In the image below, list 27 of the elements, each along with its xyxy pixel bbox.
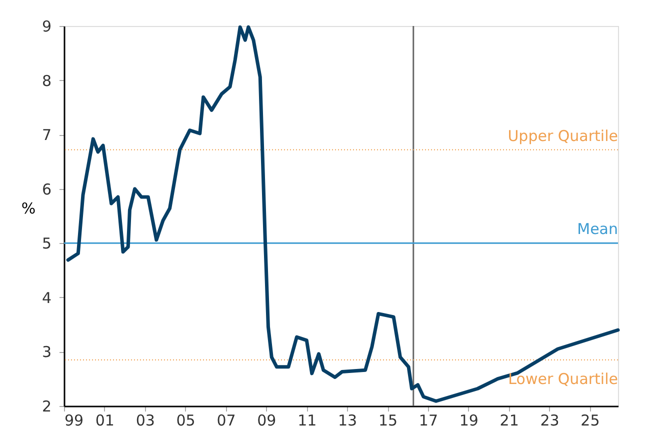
- x-tick-label: 17: [418, 412, 438, 430]
- y-tick-label: 8: [42, 72, 52, 90]
- x-tick-label: 11: [298, 412, 317, 430]
- x-tick-label: 13: [338, 412, 358, 430]
- ref-line-label: Upper Quartile: [508, 126, 618, 145]
- y-axis-title: %: [21, 200, 36, 218]
- x-tick-label: 09: [257, 412, 276, 430]
- x-tick-label: 21: [500, 412, 519, 430]
- y-tick-label: 9: [42, 18, 52, 36]
- x-tick-label: 03: [136, 412, 155, 430]
- x-tick-label: 15: [378, 412, 398, 430]
- x-tick-label: 07: [216, 412, 236, 430]
- x-tick-label: 19: [459, 412, 478, 430]
- x-tick-label: 25: [580, 412, 600, 430]
- y-tick-label: 4: [42, 288, 52, 307]
- ref-line-label: Lower Quartile: [508, 370, 618, 388]
- y-tick-label: 5: [42, 234, 52, 253]
- y-tick-label: 3: [42, 343, 52, 362]
- y-tick-label: 7: [42, 126, 52, 144]
- x-tick-label: 05: [176, 412, 196, 430]
- x-tick-label: 99: [64, 412, 84, 430]
- line-series: [66, 25, 620, 403]
- ref-line-label: Mean: [577, 220, 618, 238]
- x-tick-label: 01: [95, 412, 114, 430]
- x-tick-label: 23: [540, 412, 560, 430]
- y-tick-label: 2: [42, 398, 52, 416]
- y-tick-label: 6: [42, 180, 52, 198]
